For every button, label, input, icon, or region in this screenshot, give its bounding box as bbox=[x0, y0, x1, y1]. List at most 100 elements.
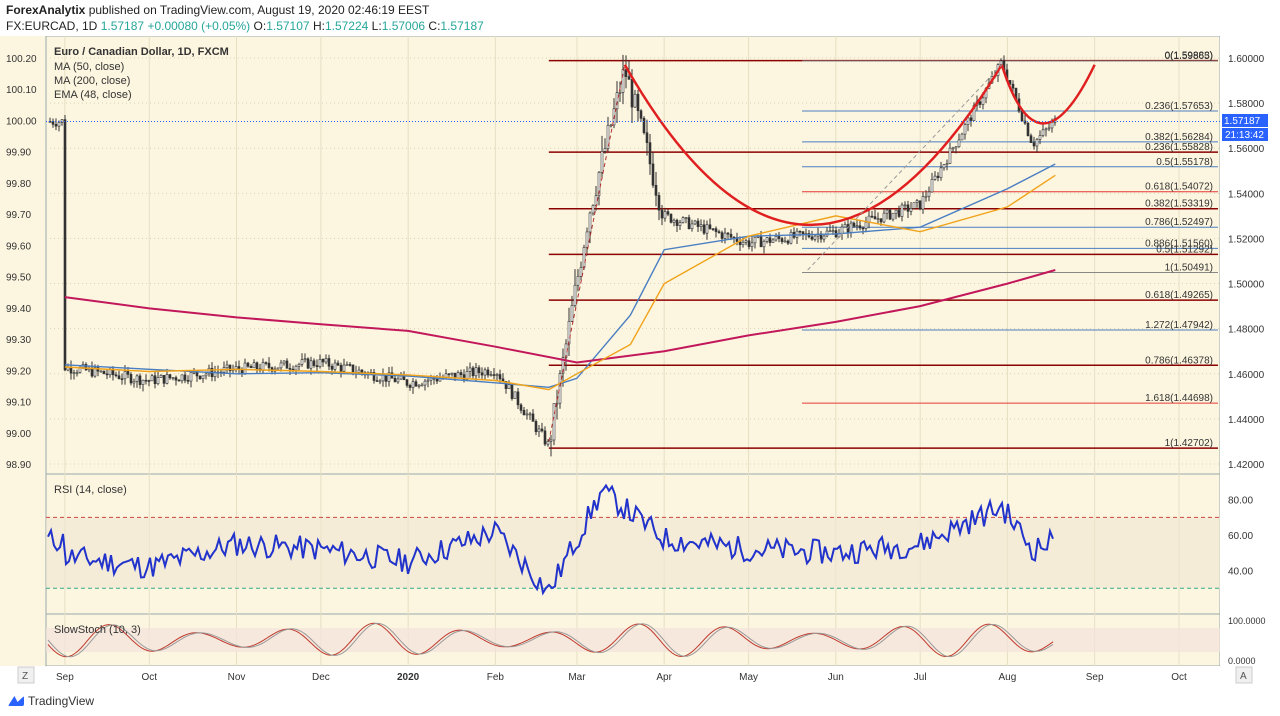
candle-body bbox=[255, 362, 259, 370]
fib-level-label: 0.236(1.57653) bbox=[1145, 101, 1213, 112]
candle-body bbox=[696, 220, 700, 227]
candle-body bbox=[579, 267, 583, 277]
candle-body bbox=[63, 119, 67, 371]
chart-canvas[interactable]: 0(1.59883)0(1.59865) 0.236(1.57653) 0.382(… bbox=[0, 36, 1280, 690]
rsi-band bbox=[46, 517, 1220, 589]
candle-body bbox=[615, 92, 619, 110]
candle-body bbox=[951, 147, 955, 150]
time-axis-tick: Aug bbox=[999, 672, 1017, 683]
publish-date: published on TradingView.com, August 19,… bbox=[88, 3, 430, 17]
time-axis-tick: Dec bbox=[312, 672, 330, 683]
candle-body bbox=[924, 195, 928, 198]
candle-body bbox=[693, 220, 697, 225]
candle-body bbox=[723, 232, 727, 239]
candle-body bbox=[648, 142, 652, 165]
fib-level-label: 1(1.42702) bbox=[1165, 438, 1213, 449]
candle-body bbox=[315, 365, 319, 367]
candle-body bbox=[165, 374, 169, 384]
candle-body bbox=[192, 372, 196, 374]
candle-body bbox=[282, 360, 286, 364]
candle-body bbox=[381, 374, 385, 382]
stoch-axis-tick: 0.0000 bbox=[1228, 656, 1256, 666]
candle-body bbox=[681, 217, 685, 223]
candle-body bbox=[639, 110, 643, 119]
tradingview-logo[interactable]: TradingView bbox=[8, 694, 94, 708]
trend-dashed-line bbox=[807, 64, 1003, 271]
candle-body bbox=[54, 123, 58, 127]
candle-body bbox=[918, 200, 922, 210]
candle-body bbox=[546, 441, 550, 445]
candle-body bbox=[1020, 110, 1024, 122]
candle-body bbox=[540, 428, 544, 432]
left-axis-tick: 100.20 bbox=[6, 54, 37, 65]
candle-body bbox=[876, 218, 880, 220]
candle-body bbox=[627, 76, 631, 80]
ohlc-readout: FX:EURCAD, 1D 1.57187 +0.00080 (+0.05%) … bbox=[6, 19, 484, 33]
candle-body bbox=[1038, 135, 1042, 140]
candle-body bbox=[135, 375, 139, 382]
candle-body bbox=[168, 374, 172, 379]
candle-body bbox=[177, 379, 181, 382]
candle-body bbox=[462, 374, 466, 380]
candle-body bbox=[606, 125, 610, 149]
candle-body bbox=[921, 196, 925, 210]
candle-body bbox=[954, 146, 958, 149]
left-axis-tick: 99.20 bbox=[6, 366, 31, 377]
fib-level-label: 0(1.59883) bbox=[1165, 51, 1213, 62]
candle-body bbox=[666, 211, 670, 215]
candle-body bbox=[552, 403, 556, 441]
price-badge-bg bbox=[1222, 114, 1268, 127]
stoch-pane-label[interactable]: SlowStoch (10, 3) bbox=[54, 624, 141, 636]
symbol-label: FX:EURCAD, 1D bbox=[6, 19, 98, 33]
candle-body bbox=[534, 421, 538, 433]
candle-body bbox=[831, 230, 835, 232]
candle-body bbox=[768, 237, 772, 243]
candle-body bbox=[849, 222, 853, 233]
candle-body bbox=[765, 237, 769, 242]
zoom-button[interactable] bbox=[17, 666, 35, 684]
candle-body bbox=[327, 358, 331, 367]
rsi-pane-label[interactable]: RSI (14, close) bbox=[54, 484, 127, 496]
author-name[interactable]: ForexAnalytix bbox=[6, 3, 86, 17]
rsi-axis-tick: 60.00 bbox=[1228, 531, 1253, 542]
candle-body bbox=[618, 92, 622, 94]
candle-body bbox=[468, 367, 472, 372]
legend-ma50[interactable]: MA (50, close) bbox=[54, 61, 124, 73]
left-axis-area[interactable] bbox=[0, 36, 46, 666]
candle-body bbox=[633, 93, 637, 108]
candle-body bbox=[510, 384, 514, 399]
time-axis-area[interactable] bbox=[46, 666, 1220, 690]
candle-body bbox=[1032, 142, 1036, 147]
candle-body bbox=[171, 377, 175, 379]
candle-body bbox=[387, 372, 391, 382]
candle-body bbox=[567, 320, 571, 345]
time-axis-tick: Jun bbox=[828, 672, 844, 683]
legend-ma200[interactable]: MA (200, close) bbox=[54, 75, 130, 87]
fib-level-label: 0.382(1.56284) bbox=[1145, 132, 1213, 143]
candle-body bbox=[864, 221, 868, 229]
left-axis-tick: 99.70 bbox=[6, 210, 31, 221]
candle-body bbox=[483, 369, 487, 376]
candle-body bbox=[105, 373, 109, 376]
candle-body bbox=[459, 372, 463, 375]
candle-body bbox=[243, 362, 247, 375]
candle-body bbox=[423, 380, 427, 386]
rsi-line bbox=[47, 483, 1054, 596]
series-line-ma200 bbox=[64, 269, 1056, 364]
candle-body bbox=[645, 132, 649, 143]
candle-body bbox=[378, 380, 382, 383]
candle-body bbox=[291, 368, 295, 371]
candle-body bbox=[780, 238, 784, 242]
candle-body bbox=[375, 380, 379, 382]
candle-body bbox=[522, 410, 526, 416]
left-axis-tick: 99.50 bbox=[6, 273, 31, 284]
time-axis-tick: 2020 bbox=[397, 672, 420, 683]
candle-body bbox=[183, 374, 187, 381]
candle-body bbox=[426, 379, 430, 382]
candle-body bbox=[189, 372, 193, 382]
candle-body bbox=[747, 240, 751, 247]
candle-body bbox=[702, 224, 706, 234]
legend-ema48[interactable]: EMA (48, close) bbox=[54, 89, 132, 101]
candle-body bbox=[195, 372, 199, 377]
auto-scale-button[interactable] bbox=[1235, 666, 1253, 684]
